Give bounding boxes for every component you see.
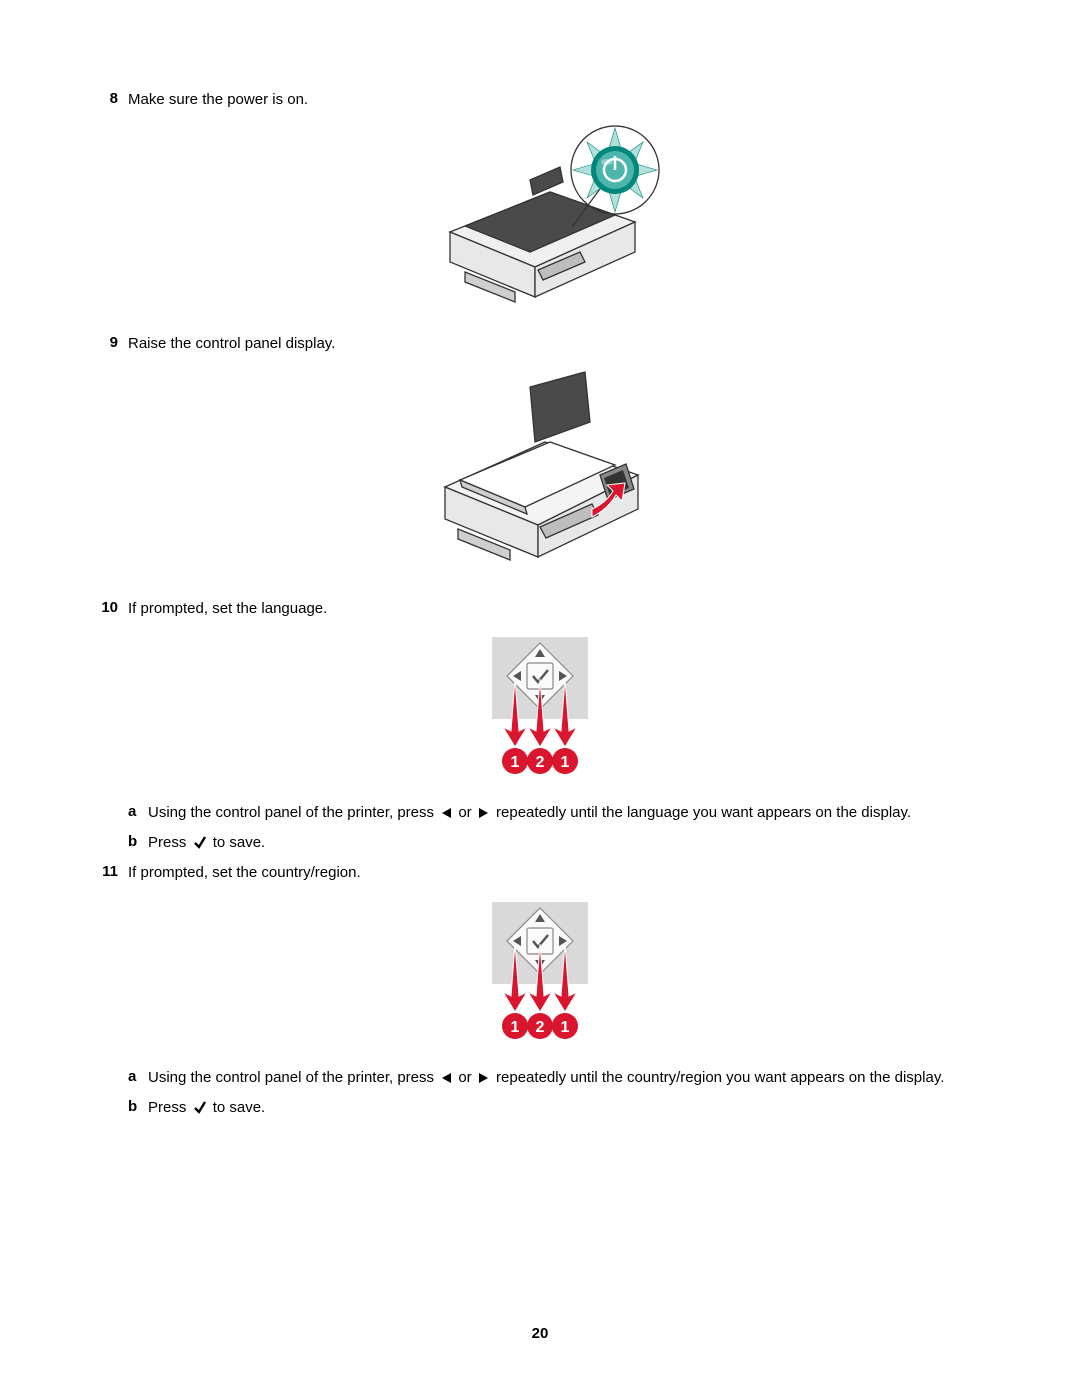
- step-text: If prompted, set the language.: [128, 599, 990, 619]
- power-button-icon: [571, 126, 659, 214]
- text-part: Press: [148, 1099, 191, 1116]
- text-part: Using the control panel of the printer, …: [148, 1069, 438, 1086]
- text-part: or: [458, 1069, 476, 1086]
- step-10b: b Press to save.: [128, 833, 990, 855]
- step-11: 11 If prompted, set the country/region.: [90, 863, 990, 883]
- step-10: 10 If prompted, set the language.: [90, 599, 990, 619]
- text-part: repeatedly until the language you want a…: [496, 804, 911, 821]
- substep-letter: a: [128, 1068, 148, 1085]
- text-part: to save.: [213, 834, 266, 851]
- step-number: 8: [90, 90, 118, 107]
- substep-letter: b: [128, 1098, 148, 1115]
- text-part: or: [458, 804, 476, 821]
- badge-3: 1: [561, 754, 570, 771]
- text-part: Press: [148, 834, 191, 851]
- step-11a: a Using the control panel of the printer…: [128, 1068, 990, 1090]
- left-arrow-icon: [440, 805, 452, 825]
- badge-2: 2: [536, 1019, 545, 1036]
- badge-2: 2: [536, 754, 545, 771]
- check-icon: [193, 835, 207, 855]
- step-number: 11: [90, 863, 118, 880]
- text-part: Using the control panel of the printer, …: [148, 804, 438, 821]
- figure-raise-display: [90, 367, 990, 581]
- substep-text: Using the control panel of the printer, …: [148, 1068, 990, 1090]
- badge-3: 1: [561, 1019, 570, 1036]
- figure-power-on: [90, 122, 990, 316]
- figure-dpad-language: 1 2 1: [90, 631, 990, 785]
- badge-1: 1: [511, 754, 520, 771]
- substep-letter: b: [128, 833, 148, 850]
- step-text: Make sure the power is on.: [128, 90, 990, 110]
- step-number: 9: [90, 334, 118, 351]
- step-text: Raise the control panel display.: [128, 334, 990, 354]
- substep-text: Press to save.: [148, 1098, 990, 1120]
- substep-letter: a: [128, 803, 148, 820]
- page-number: 20: [0, 1325, 1080, 1342]
- text-part: to save.: [213, 1099, 266, 1116]
- check-icon: [193, 1100, 207, 1120]
- substep-text: Using the control panel of the printer, …: [148, 803, 990, 825]
- substep-text: Press to save.: [148, 833, 990, 855]
- left-arrow-icon: [440, 1070, 452, 1090]
- text-part: repeatedly until the country/region you …: [496, 1069, 944, 1086]
- step-11b: b Press to save.: [128, 1098, 990, 1120]
- step-8: 8 Make sure the power is on.: [90, 90, 990, 110]
- figure-dpad-country: 1 2 1: [90, 896, 990, 1050]
- step-9: 9 Raise the control panel display.: [90, 334, 990, 354]
- right-arrow-icon: [478, 805, 490, 825]
- right-arrow-icon: [478, 1070, 490, 1090]
- step-10a: a Using the control panel of the printer…: [128, 803, 990, 825]
- step-number: 10: [90, 599, 118, 616]
- badge-1: 1: [511, 1019, 520, 1036]
- step-text: If prompted, set the country/region.: [128, 863, 990, 883]
